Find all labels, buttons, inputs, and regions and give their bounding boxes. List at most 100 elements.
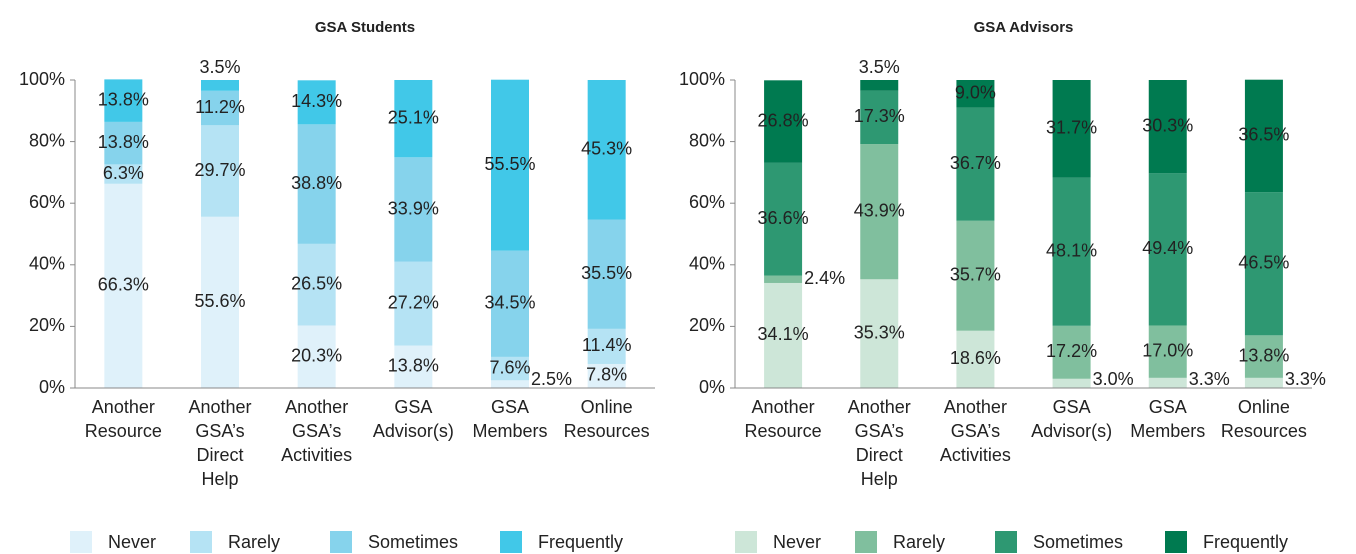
x-tick-label: GSA Members: [1130, 397, 1205, 441]
bar-segment: [764, 162, 803, 276]
legend-swatch: [330, 531, 352, 553]
value-label: 3.0%: [1093, 369, 1134, 389]
legend-swatch: [1165, 531, 1187, 553]
x-tick-label: Another Resource: [745, 397, 822, 441]
bar-segment: [491, 250, 529, 357]
bar-segment: [956, 80, 995, 108]
value-label: 36.5%: [1238, 125, 1289, 145]
value-label: 2.4%: [804, 268, 845, 288]
value-label: 45.3%: [581, 139, 632, 159]
bar-segment: [1244, 377, 1283, 388]
bar-segment: [1052, 325, 1091, 379]
legend-swatch: [190, 531, 212, 553]
legend-label: Never: [773, 532, 821, 552]
bar-segment: [587, 80, 626, 220]
value-label: 27.2%: [388, 292, 439, 312]
value-label: 35.5%: [581, 263, 632, 283]
x-tick-label: Another GSA’s Activities: [940, 397, 1011, 465]
bar-segment: [297, 124, 336, 244]
bar-segment: [297, 243, 336, 326]
bar-segment: [587, 328, 626, 364]
bar-segment: [201, 90, 239, 126]
x-tick-label: GSA Members: [472, 397, 547, 441]
bar-segment: [201, 216, 239, 388]
value-label: 17.0%: [1142, 340, 1193, 360]
bar-segment: [394, 345, 433, 388]
bar-segment: [104, 183, 143, 388]
bar-segment: [1244, 192, 1283, 336]
bar-segment: [956, 330, 995, 388]
legend-label: Never: [108, 532, 156, 552]
bar-segment: [104, 79, 143, 122]
value-label: 35.7%: [950, 264, 1001, 284]
value-label: 7.6%: [489, 357, 530, 377]
value-label: 66.3%: [98, 275, 149, 295]
bar-segment: [587, 219, 626, 329]
value-label: 3.3%: [1285, 369, 1326, 389]
bar-segment: [764, 275, 803, 283]
value-label: 14.3%: [291, 91, 342, 111]
bar-segment: [1148, 377, 1187, 388]
legend-label: Frequently: [1203, 532, 1288, 552]
legend-label: Sometimes: [1033, 532, 1123, 552]
y-tick-label: 20%: [689, 315, 725, 335]
y-tick-label: 80%: [689, 130, 725, 150]
value-label: 6.3%: [103, 163, 144, 183]
legend-swatch: [70, 531, 92, 553]
value-label: 13.8%: [1238, 345, 1289, 365]
legend-label: Rarely: [228, 532, 280, 552]
value-label: 34.5%: [484, 293, 535, 313]
y-tick-label: 100%: [19, 69, 65, 89]
value-label: 29.7%: [194, 160, 245, 180]
value-label: 9.0%: [955, 83, 996, 103]
bar-segment: [1244, 335, 1283, 378]
bar-segment: [860, 279, 899, 388]
value-label: 18.6%: [950, 348, 1001, 368]
bar-segment: [201, 80, 239, 91]
bar-segment: [956, 107, 995, 221]
bar-segment: [394, 157, 433, 262]
value-label: 33.9%: [388, 198, 439, 218]
chart-title: GSA Students: [315, 19, 415, 36]
bar-segment: [860, 144, 899, 280]
y-tick-label: 40%: [689, 254, 725, 274]
x-tick-label: Another GSA’s Direct Help: [848, 397, 911, 489]
bar-segment: [491, 79, 529, 251]
y-tick-label: 60%: [689, 192, 725, 212]
value-label: 17.3%: [854, 106, 905, 126]
value-label: 11.4%: [582, 335, 632, 355]
bar-segment: [104, 164, 143, 184]
bar-segment: [491, 356, 529, 381]
bar-segment: [587, 363, 626, 388]
x-tick-label: Online Resources: [564, 397, 650, 441]
bar-segment: [764, 282, 803, 388]
value-label: 55.5%: [484, 154, 535, 174]
bar-segment: [201, 125, 239, 217]
value-label: 30.3%: [1142, 115, 1193, 135]
bar-segment: [764, 80, 803, 163]
bar-segment: [1052, 177, 1091, 326]
bar-segment: [297, 325, 336, 388]
bar-segment: [491, 380, 529, 388]
bar-segment: [1148, 325, 1187, 378]
bar-segment: [1148, 173, 1187, 326]
chart-title: GSA Advisors: [974, 19, 1074, 36]
x-tick-label: GSA Advisor(s): [1031, 397, 1112, 441]
legend-swatch: [855, 531, 877, 553]
value-label: 49.4%: [1142, 238, 1193, 258]
bar-segment: [860, 90, 899, 145]
y-tick-label: 60%: [29, 192, 65, 212]
y-tick-label: 100%: [679, 69, 725, 89]
value-label: 3.5%: [859, 57, 900, 77]
y-tick-label: 20%: [29, 315, 65, 335]
y-tick-label: 0%: [699, 377, 725, 397]
bar-segment: [1052, 378, 1091, 388]
value-label: 13.8%: [98, 89, 149, 109]
x-tick-label: Another GSA’s Activities: [281, 397, 352, 465]
x-tick-label: Another Resource: [85, 397, 162, 441]
bar-segment: [394, 80, 433, 158]
value-label: 13.8%: [388, 355, 439, 375]
value-label: 20.3%: [291, 345, 342, 365]
bar-segment: [1052, 80, 1091, 178]
